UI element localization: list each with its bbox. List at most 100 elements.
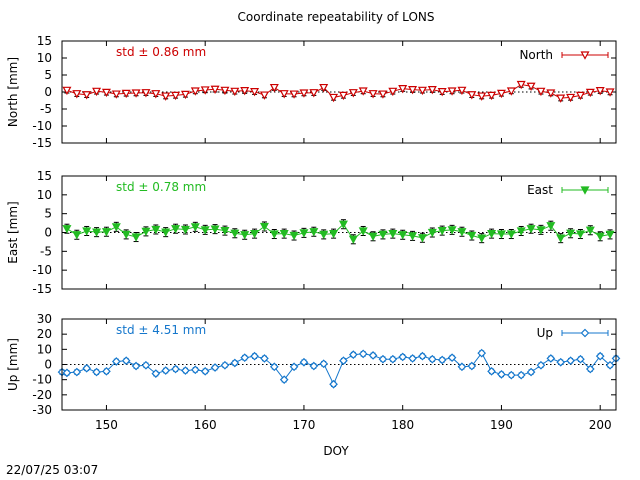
- up-data-point: [536, 360, 546, 370]
- up-std-label: std ± 4.51 mm: [116, 323, 206, 337]
- up-data-point: [260, 354, 269, 363]
- north-data-point: [348, 89, 358, 98]
- east-data-point: [546, 222, 556, 231]
- east-data-point: [190, 223, 200, 232]
- north-ytick-label: -10: [32, 119, 52, 133]
- north-data-point: [259, 91, 269, 100]
- east-data-point: [398, 231, 408, 240]
- east-data-point: [220, 227, 230, 236]
- north-std-label: std ± 0.86 mm: [116, 45, 206, 59]
- up-data-point: [92, 367, 101, 377]
- north-data-point: [447, 87, 457, 96]
- east-data-point: [171, 225, 181, 234]
- east-ytick-label: 0: [44, 226, 52, 240]
- east-data-point: [358, 227, 368, 236]
- east-data-point: [240, 231, 250, 240]
- east-data-point: [269, 230, 279, 239]
- east-data-point: [566, 229, 576, 239]
- chart-title: Coordinate repeatability of LONS: [238, 10, 435, 24]
- east-y-axis-label: East [mm]: [6, 201, 20, 263]
- north-data-point: [605, 88, 615, 97]
- north-data-point: [309, 89, 319, 98]
- up-data-point: [497, 370, 506, 379]
- east-data-point: [447, 226, 457, 235]
- north-data-point: [111, 90, 121, 99]
- up-data-point: [605, 360, 615, 370]
- east-data-point: [101, 228, 111, 237]
- north-data-point: [546, 89, 556, 98]
- x-tick-label: 160: [194, 418, 217, 432]
- east-data-point: [111, 223, 121, 232]
- east-data-point: [427, 228, 437, 238]
- north-panel: -15 -10 -5 0 5 10 15 std ± 0.86 mm North North [m…: [6, 34, 617, 150]
- north-data-point: [230, 87, 240, 97]
- east-data-point: [487, 230, 497, 239]
- north-ytick-label: 5: [44, 68, 52, 82]
- up-data-point: [566, 356, 575, 366]
- north-data-point: [457, 86, 467, 96]
- north-data-point: [398, 84, 408, 94]
- up-series-line: [61, 352, 617, 386]
- up-data-point: [269, 362, 279, 372]
- up-data-point: [457, 362, 467, 372]
- east-data-point: [259, 222, 269, 232]
- north-data-point: [338, 91, 348, 101]
- north-ytick-label: -5: [40, 102, 52, 116]
- north-ytick-label: 15: [37, 34, 52, 48]
- east-data-point: [605, 230, 615, 240]
- east-std-label: std ± 0.78 mm: [116, 180, 206, 194]
- up-ytick-label: 30: [37, 312, 52, 326]
- up-data-point: [181, 366, 190, 375]
- x-axis-label: DOY: [323, 444, 349, 458]
- east-data-point: [388, 230, 398, 239]
- east-data-point: [72, 231, 82, 240]
- up-data-point: [398, 352, 408, 362]
- x-tick-label: 150: [95, 418, 118, 432]
- north-data-point: [595, 87, 605, 96]
- east-data-point: [299, 229, 309, 238]
- up-data-point: [546, 354, 556, 363]
- up-data-point: [220, 360, 230, 370]
- east-data-point: [348, 235, 358, 245]
- north-data-point: [487, 91, 497, 101]
- east-legend-marker: [580, 186, 590, 195]
- up-data-point: [348, 350, 358, 359]
- north-legend-marker: [580, 51, 590, 60]
- north-data-point: [329, 93, 339, 103]
- up-ytick-label: 20: [37, 327, 52, 341]
- north-data-point: [556, 94, 566, 103]
- east-ytick-label: 10: [37, 188, 52, 202]
- east-data-point: [161, 228, 171, 237]
- north-data-point: [220, 86, 230, 96]
- up-data-point: [319, 359, 329, 369]
- north-data-point: [101, 88, 111, 98]
- east-data-point: [180, 225, 190, 235]
- up-data-point: [309, 361, 319, 371]
- north-data-point: [408, 86, 418, 95]
- up-data-point: [111, 357, 121, 366]
- up-legend-label: Up: [537, 326, 553, 340]
- up-data-point: [437, 355, 447, 365]
- up-data-point: [230, 358, 240, 368]
- east-data-point: [131, 233, 141, 242]
- east-plot-frame: [61, 175, 617, 290]
- up-data-point: [62, 368, 72, 378]
- north-y-axis-label: North [mm]: [6, 57, 20, 127]
- up-data-point: [190, 365, 200, 375]
- x-tick-label: 180: [391, 418, 414, 432]
- north-data-point: [417, 86, 427, 96]
- east-data-point: [516, 227, 526, 236]
- east-ytick-label: -10: [32, 263, 52, 277]
- up-data-point: [289, 362, 299, 372]
- up-data-point: [368, 351, 378, 360]
- north-data-point: [437, 88, 447, 97]
- east-ytick-label: -15: [32, 282, 52, 296]
- north-data-point: [82, 91, 92, 100]
- up-data-point: [82, 363, 92, 373]
- north-data-point: [506, 87, 516, 96]
- north-plot-frame: [61, 40, 617, 144]
- x-tick-label: 190: [490, 418, 513, 432]
- up-data-point: [141, 360, 151, 370]
- up-ytick-label: -10: [32, 373, 52, 387]
